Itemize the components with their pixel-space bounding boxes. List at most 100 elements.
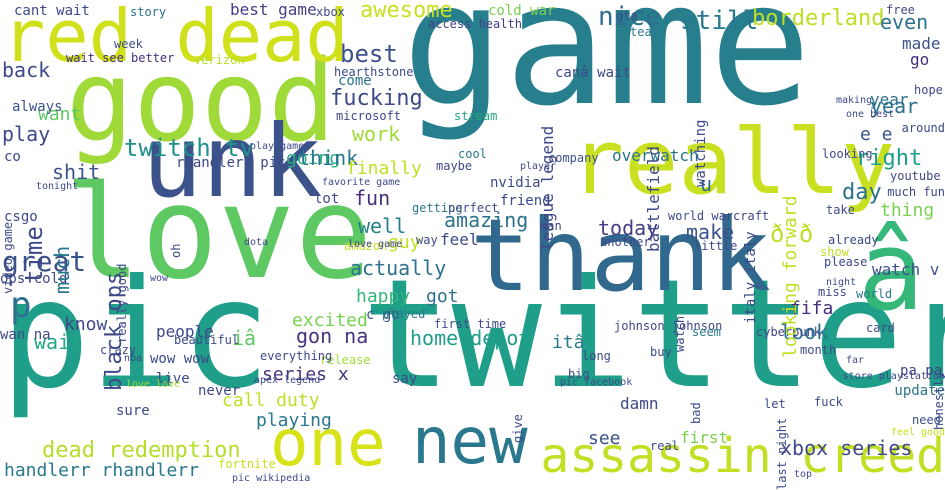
word-need: need	[912, 413, 941, 427]
word-good: good	[66, 37, 336, 167]
word-p: p	[10, 285, 32, 326]
word-much-fun: much fun	[887, 185, 945, 199]
word-far: far	[846, 355, 865, 366]
word-actually: actually	[350, 256, 447, 280]
word-let: let	[764, 397, 786, 411]
word-play: play	[2, 122, 51, 146]
word-league-legend: league legend	[538, 125, 557, 251]
word-italy-italy: italy italy	[743, 231, 759, 325]
word-best: best	[340, 40, 398, 68]
word-last-night: last night	[775, 417, 789, 490]
word-played: played	[382, 307, 426, 321]
word-sure: sure	[116, 403, 150, 419]
word-dead-redemption: dead redemption	[42, 438, 241, 463]
word-first-time: first time	[434, 317, 507, 331]
word-long: long	[582, 349, 611, 363]
word-symbol: ð ð	[770, 220, 814, 248]
word-best-game: best game	[230, 0, 317, 19]
word-little: little	[694, 239, 738, 253]
word-gon-na: gon na	[296, 324, 369, 348]
word-first: first	[680, 428, 729, 447]
word-fuck: fuck	[814, 395, 843, 409]
word-battlefield: battlefield	[644, 145, 663, 252]
word-amazing: amazing	[444, 208, 529, 232]
word-playing: playing	[256, 410, 332, 431]
word-day: day	[842, 180, 882, 205]
word-always: always	[12, 99, 63, 115]
word-cold-war: cold war	[488, 3, 556, 19]
word-hope: hope	[914, 83, 943, 97]
word-back: back	[2, 58, 51, 82]
word-play-game: play game	[250, 141, 305, 152]
word-really-good: really good	[115, 263, 129, 344]
word-borderland: borderland	[752, 6, 885, 31]
word-watching: watching	[693, 119, 709, 188]
word-wow: wow	[150, 273, 169, 284]
word-miss: miss	[818, 285, 847, 299]
word-love-game: love game	[348, 239, 403, 250]
word-excited: excited	[292, 310, 368, 331]
word-i: iâ	[232, 326, 257, 350]
word-can-wait: canâ wait	[555, 65, 631, 81]
word-player: player	[520, 161, 557, 172]
word-cyberpunk: cyberpunk	[756, 325, 822, 339]
word-overwatch: overwatch	[612, 146, 699, 165]
word-happy: happy	[356, 286, 411, 307]
word-apex-legend: apex legend	[254, 375, 321, 386]
word-company: company	[548, 151, 599, 165]
word-think: think	[298, 146, 359, 170]
word-fifa: fifa	[790, 298, 834, 319]
word-call-duty: call duty	[222, 390, 320, 411]
word-well: well	[358, 214, 407, 238]
word-looking: looking	[822, 147, 873, 161]
word-going: going	[286, 148, 341, 169]
word-game: game	[402, 0, 812, 144]
word-stream: stream	[454, 109, 498, 123]
word-e-e: e e	[860, 124, 893, 145]
word-pic-wikipedia: pic wikipedia	[232, 473, 311, 484]
word-world-warcraft: world warcraft	[668, 209, 770, 223]
word-handlerr-rhandlerr: handlerr rhandlerr	[4, 460, 200, 481]
word-even: even	[880, 10, 929, 34]
word-got: got	[426, 286, 459, 307]
word-new: new	[412, 405, 528, 479]
word-top: top	[794, 469, 813, 480]
word-already: already	[828, 233, 879, 247]
word-co: co	[4, 149, 21, 165]
word-look: look	[780, 320, 829, 344]
word-awesome: awesome	[360, 0, 453, 23]
word-wow-wow: wow wow	[150, 351, 210, 367]
word-symbol: â	[858, 207, 925, 335]
word-know: know	[64, 314, 108, 335]
word-oh: oh	[169, 243, 183, 259]
word-pa-pa: pa pa	[900, 363, 943, 379]
word-looking-forward: looking forward	[780, 195, 801, 358]
word-assassin-creed: assassin creed	[540, 428, 945, 484]
word-it: itâ	[552, 332, 585, 353]
word-month: month	[800, 343, 837, 357]
word-wan-na: wan na	[0, 327, 51, 343]
word-video-game: video game	[1, 221, 15, 294]
word-damn: damn	[620, 394, 659, 413]
word-xbox: xbox	[316, 5, 345, 19]
word-one: one	[270, 407, 386, 481]
word-maybe: maybe	[436, 159, 473, 173]
word-today: today	[598, 216, 659, 240]
word-rhandlerr-pic: rhandlerr pic	[176, 155, 286, 171]
word-see: see	[588, 428, 621, 449]
word-thank: thank	[470, 197, 772, 314]
word-wait-see-better: wait see better	[66, 51, 175, 65]
word-watch: watch	[673, 315, 687, 352]
word-youtube: youtube	[890, 169, 941, 183]
word-twitch-tv: twitch tv	[124, 134, 255, 162]
word-ops-cold: ops cold	[0, 271, 68, 287]
word-csgo: csgo	[4, 209, 38, 225]
word-live: live	[156, 371, 190, 387]
word-perfect: perfect	[448, 201, 499, 215]
word-c-go: c go	[366, 307, 400, 323]
word-amazon: amazon	[344, 239, 388, 253]
word-everything: everything	[260, 349, 333, 363]
word-story: story	[130, 5, 167, 19]
word-right: right	[856, 146, 923, 171]
word-fortnite: fortnite	[218, 457, 276, 471]
